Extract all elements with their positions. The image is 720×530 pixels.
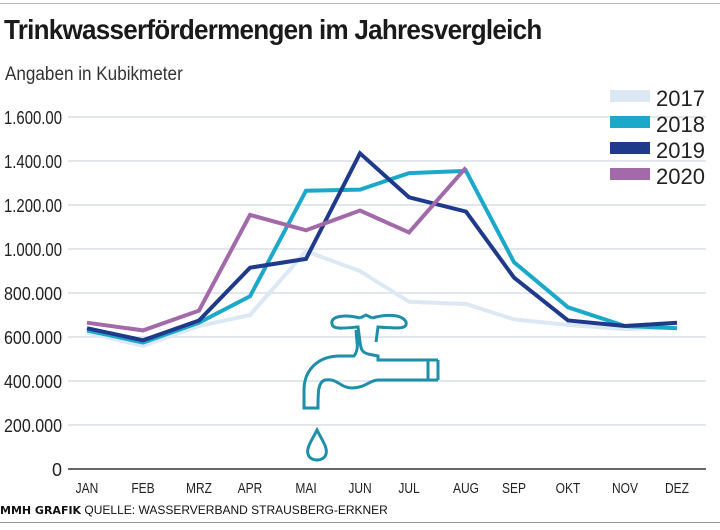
x-tick-label: JUL (398, 480, 420, 497)
chart-title: Trinkwasserfördermengen im Jahresverglei… (4, 14, 542, 45)
y-tick-label: 400.000 (4, 372, 62, 392)
x-tick-label: AUG (453, 480, 479, 497)
y-tick-label: 600.000 (4, 328, 62, 348)
brand-label: MMH GRAFIK (0, 504, 82, 517)
x-tick-label: MRZ (186, 480, 212, 497)
x-tick-label: JAN (76, 480, 99, 497)
series-line-2018 (86, 168, 678, 345)
legend-label: 2018 (656, 112, 705, 137)
legend-swatch-2020 (610, 168, 650, 180)
series-line-2020 (86, 166, 468, 333)
x-tick-label: DEZ (665, 480, 689, 497)
footer: MMH GRAFIK QUELLE: WASSERVERBAND STRAUSB… (0, 503, 388, 517)
chart-subtitle: Angaben in Kubikmeter (5, 64, 183, 85)
x-tick-label: OKT (556, 480, 581, 497)
bottom-rule (0, 522, 720, 523)
y-tick-label: 1.400.00 (4, 152, 62, 172)
water-faucet-icon (302, 313, 440, 462)
x-tick-label: JUN (348, 480, 371, 497)
y-tick-label: 0 (52, 460, 62, 480)
series-line-2017 (86, 248, 678, 348)
x-tick-label: NOV (612, 480, 638, 497)
legend-label: 2020 (656, 164, 705, 189)
legend-label: 2019 (656, 138, 705, 163)
y-tick-label: 200.000 (4, 416, 62, 436)
legend-label: 2017 (656, 86, 705, 111)
x-tick-label: FEB (131, 480, 154, 497)
y-tick-label: 1.600.00 (4, 108, 62, 128)
source-label: QUELLE: WASSERVERBAND STRAUSBERG-ERKNER (84, 503, 388, 517)
legend-swatch-2018 (610, 116, 650, 128)
x-tick-label: MAI (295, 480, 316, 497)
series-line-2019 (86, 150, 678, 343)
y-tick-label: 1.200.00 (4, 196, 62, 216)
top-rule (0, 3, 720, 4)
x-tick-label: APR (238, 480, 263, 497)
y-tick-label: 800.000 (4, 284, 62, 304)
y-tick-label: 1.000.00 (4, 240, 62, 260)
legend-swatch-2019 (610, 142, 650, 154)
x-tick-label: SEP (502, 480, 526, 497)
legend-swatch-2017 (610, 90, 650, 102)
